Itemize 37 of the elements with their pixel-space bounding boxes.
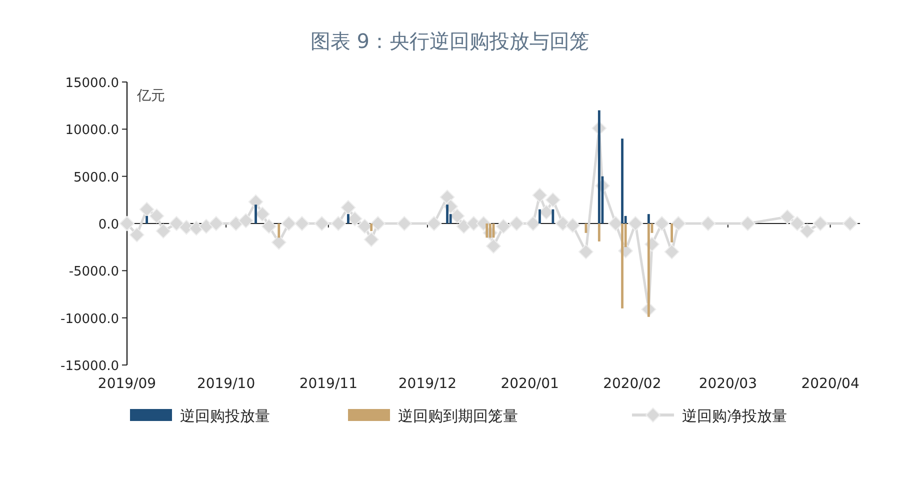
x-tick-label: 2020/03 [698,376,758,392]
bar [647,224,650,317]
bar [647,214,650,224]
legend-label: 逆回购净投放量 [682,407,787,425]
bar [598,110,600,224]
bar [598,224,600,242]
bar [146,216,148,224]
bar [370,224,373,232]
bar [347,214,350,224]
bar [486,224,488,238]
bar [621,224,624,308]
y-tick-label: 5000.0 [74,170,119,186]
bar [254,204,257,224]
bar [670,224,673,242]
legend-label: 逆回购到期回笼量 [398,407,518,425]
y-tick-label: 10000.0 [65,123,119,138]
x-tick-label: 2020/04 [801,376,860,392]
legend-label: 逆回购投放量 [180,407,270,425]
x-tick-label: 2019/09 [98,376,156,392]
x-tick-label: 2019/10 [196,376,256,392]
ylabel: 亿元 [137,88,165,104]
x-tick-label: 2020/02 [603,376,662,392]
y-tick-label: 0.0 [98,218,119,232]
bar [621,138,624,224]
y-tick-label: -15000.0 [60,359,119,374]
x-tick-label: 2019/12 [398,376,457,392]
x-tick-label: 2020/01 [500,376,559,392]
title: 图表 9：央行逆回购投放与回笼 [310,29,590,53]
y-tick-label: 15000.0 [65,76,119,91]
bar [489,224,492,238]
bar [446,204,448,224]
y-tick-label: -10000.0 [60,312,119,327]
bar [278,224,280,238]
y-tick-label: -5000.0 [68,264,119,280]
bar [552,209,554,224]
bar [538,209,541,224]
x-tick-label: 2019/11 [299,376,358,392]
